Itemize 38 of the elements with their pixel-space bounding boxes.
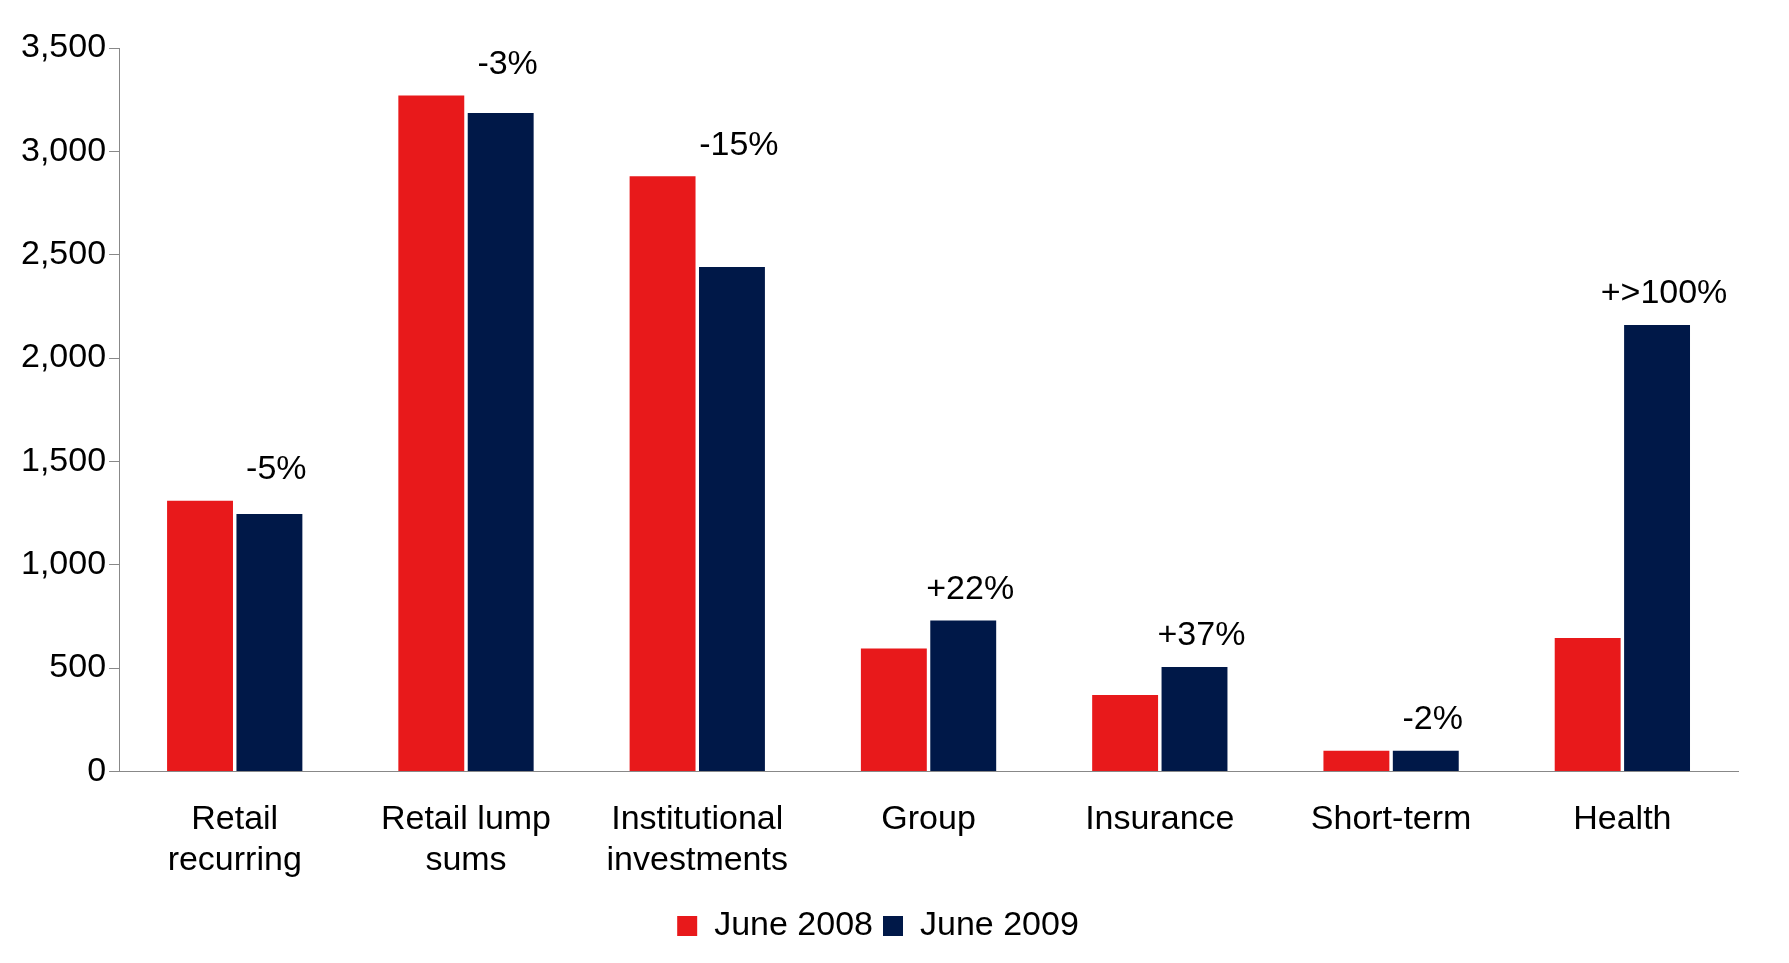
bar [699, 267, 765, 771]
bar [629, 176, 696, 771]
bar [930, 620, 997, 771]
legend-label: June 2008 [714, 904, 873, 943]
x-tick-label: Group [881, 798, 976, 837]
y-tick-label: 1,500 [20, 439, 107, 478]
annotation: -15% [699, 123, 779, 162]
bar [1554, 638, 1621, 771]
bar [860, 648, 927, 771]
y-tick-label: 2,500 [20, 233, 107, 272]
x-tick-label: Institutional investments [606, 798, 788, 877]
y-tick-label: 3,000 [20, 129, 107, 168]
bar [398, 95, 465, 771]
x-tick-label: Short-term [1310, 798, 1472, 837]
bar [1092, 694, 1159, 771]
bar [167, 500, 233, 771]
annotation: +37% [1157, 614, 1246, 653]
x-tick-label: Insurance [1085, 798, 1235, 837]
annotation: -3% [477, 42, 538, 81]
x-tick-label: Health [1573, 798, 1672, 837]
bar [1392, 750, 1459, 771]
legend-label: June 2009 [920, 904, 1079, 943]
bar [1161, 667, 1228, 771]
y-tick-label: 1,000 [20, 543, 107, 582]
x-tick-label: Retail recurring [167, 798, 302, 877]
annotation: -5% [246, 448, 307, 487]
y-tick-label: 3,500 [20, 26, 107, 65]
bar [467, 113, 534, 771]
y-tick-label: 0 [87, 749, 107, 788]
y-tick-label: 2,000 [20, 336, 107, 375]
annotation: +>100% [1600, 272, 1728, 311]
y-tick-label: 500 [49, 646, 107, 685]
annotation: -2% [1402, 698, 1463, 737]
bar [236, 514, 303, 771]
bar [1624, 324, 1691, 771]
x-tick-label: Retail lump sums [380, 798, 552, 877]
annotation: +22% [926, 567, 1015, 606]
bar [1323, 750, 1390, 771]
